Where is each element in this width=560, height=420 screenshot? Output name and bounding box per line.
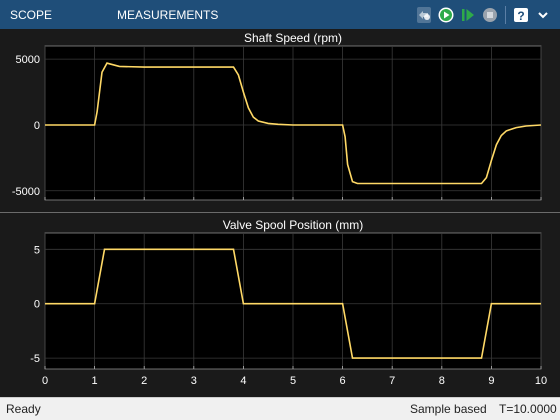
shaft-speed-ytick-label: 0 — [34, 120, 40, 132]
valve-spool-axes: 50-5 0 1 2 3 4 5 6 7 8 9 10 Valve Spool Position (… — [30, 218, 547, 387]
shaft-speed-grid — [44, 46, 542, 200]
run-button[interactable] — [435, 4, 457, 26]
valve-spool-title: Valve Spool Position (mm) — [223, 218, 364, 232]
step-forward-button[interactable] — [457, 4, 479, 26]
shaft-speed-series-line — [45, 62, 542, 185]
help-button[interactable]: ? — [510, 4, 532, 26]
shaft-speed-ytick-labels: 5000 0 -5000 — [12, 54, 40, 198]
shaft-speed-axes: 5000 0 -5000 Shaft Speed (rpm) — [12, 31, 542, 201]
status-bar: Ready Sample based T=10.0000 — [0, 397, 560, 420]
shaft-speed-ytick-label: 5000 — [16, 54, 40, 66]
plot-divider — [0, 212, 560, 213]
valve-spool-xtick-label: 6 — [340, 375, 346, 387]
status-ready: Ready — [6, 402, 41, 416]
valve-spool-xtick-label: 8 — [439, 375, 445, 387]
help-icon: ? — [514, 7, 528, 23]
valve-spool-xtick-labels: 0 1 2 3 4 5 6 7 8 9 10 — [42, 375, 547, 387]
shaft-speed-ytick-label: -5000 — [12, 186, 40, 198]
stop-icon — [483, 7, 497, 22]
valve-spool-ytick-labels: 5 0 -5 — [30, 244, 40, 365]
valve-spool-series-line — [45, 248, 541, 359]
toolbar-icons: ? — [413, 3, 554, 26]
tab-measurements[interactable]: MEASUREMENTS — [117, 8, 219, 22]
pin-icon — [417, 6, 431, 23]
expand-icon — [538, 11, 548, 18]
tab-scope[interactable]: SCOPE — [10, 8, 53, 22]
pin-button[interactable] — [413, 4, 435, 26]
svg-text:?: ? — [517, 9, 524, 23]
valve-spool-ytick-label: 5 — [34, 244, 40, 256]
valve-spool-xtick-label: 2 — [141, 375, 147, 387]
shaft-speed-title: Shaft Speed (rpm) — [244, 31, 342, 45]
valve-spool-xtick-label: 9 — [488, 375, 494, 387]
toolbar: SCOPE MEASUREMENTS — [0, 0, 560, 29]
valve-spool-ytick-label: -5 — [30, 353, 40, 365]
valve-spool-xtick-label: 4 — [240, 375, 246, 387]
valve-spool-xtick-label: 10 — [535, 375, 547, 387]
valve-spool-xtick-label: 3 — [191, 375, 197, 387]
valve-spool-xtick-label: 1 — [92, 375, 98, 387]
stop-button[interactable] — [479, 4, 501, 26]
valve-spool-xtick-label: 5 — [290, 375, 296, 387]
toolbar-separator — [505, 5, 506, 24]
expand-button[interactable] — [532, 4, 554, 26]
run-icon — [438, 7, 454, 22]
status-sample-mode: Sample based — [410, 402, 487, 416]
step-forward-icon — [462, 8, 474, 21]
status-time: T=10.0000 — [499, 402, 557, 416]
valve-spool-ytick-label: 0 — [34, 299, 40, 311]
valve-spool-xtick-label: 7 — [389, 375, 395, 387]
valve-spool-xtick-label: 0 — [42, 375, 48, 387]
